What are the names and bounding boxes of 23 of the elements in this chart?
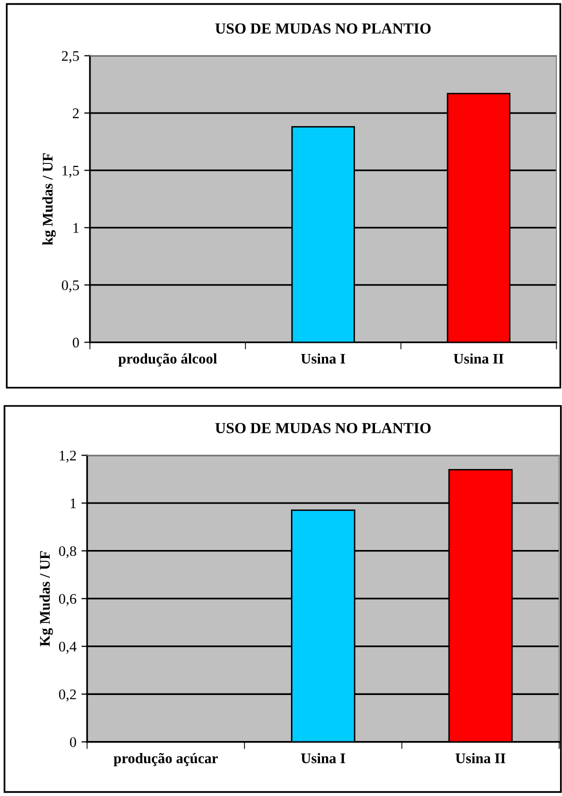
y-tick-label: 0 [72,338,79,348]
y-tick-label: 0,2 [59,689,76,702]
x-tick-label: Usina I [301,752,346,764]
chart-title: USO DE MUDAS NO PLANTIO [215,23,431,34]
y-tick-label: 0,6 [59,594,76,606]
y-tick-label: 2 [72,108,79,118]
y-axis-title: kg Mudas / UF [42,153,56,246]
y-tick-label: 1 [73,223,79,233]
y-tick-label: 0,5 [62,280,79,292]
x-tick-label: produção açúcar [114,752,218,766]
y-tick-label: 2,5 [62,51,79,64]
y-tick-label: 1 [70,498,76,508]
x-tick-label: Usina I [301,353,346,364]
x-tick-label: Usina II [456,752,506,764]
y-tick-label: 1,5 [62,166,79,178]
y-tick-label: 1,2 [60,450,76,463]
y-tick-label: 0,4 [59,642,76,654]
x-tick-label: produção álcool [118,353,217,367]
y-tick-label: 0 [70,737,76,748]
x-tick-label: Usina II [454,353,504,364]
y-axis-title: Kg Mudas / UF [40,551,53,646]
chart-title: USO DE MUDAS NO PLANTIO [215,422,431,434]
y-tick-label: 0,8 [59,546,76,558]
